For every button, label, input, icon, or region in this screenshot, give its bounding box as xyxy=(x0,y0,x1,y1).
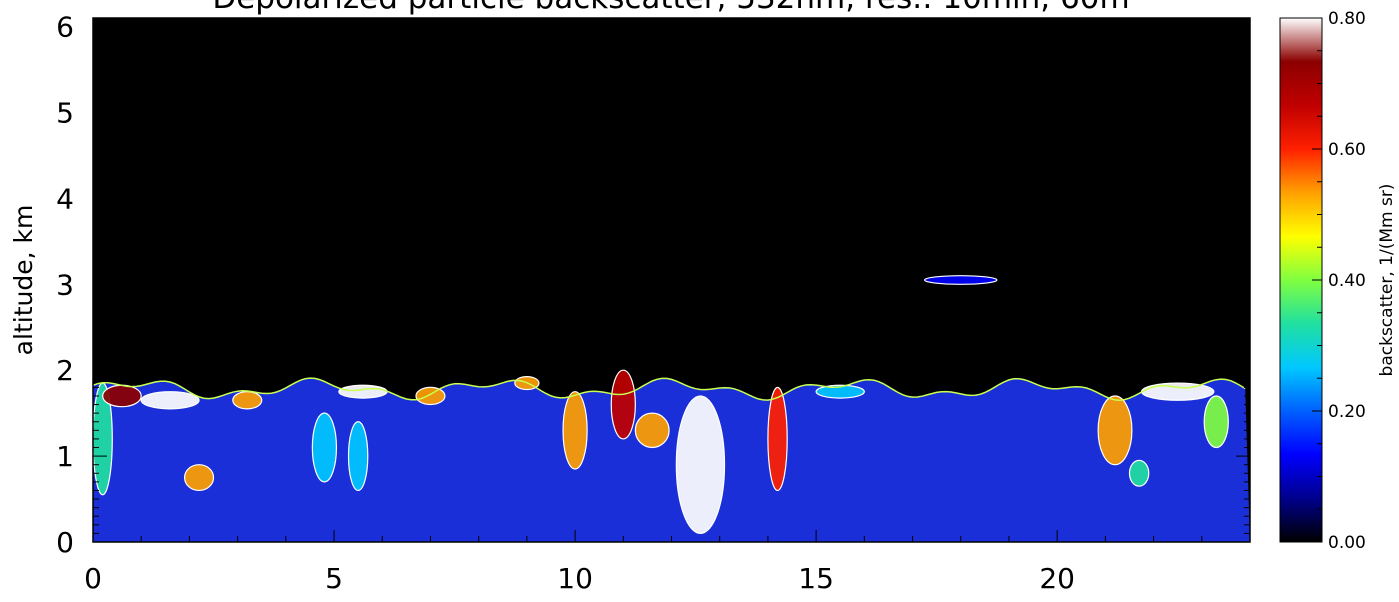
x-tick-label: 20 xyxy=(1039,562,1075,595)
cloud-cluster-20 xyxy=(1203,395,1229,449)
cloud-cluster-19 xyxy=(1140,382,1215,401)
cloud-cluster-13 xyxy=(675,395,726,535)
y-tick-label: 2 xyxy=(56,354,74,387)
boundary-layer-region xyxy=(93,378,1250,542)
cloud-cluster-3 xyxy=(183,464,215,492)
colorbar-tick-label: 0.20 xyxy=(1328,402,1366,422)
colorbar-tick-label: 0.60 xyxy=(1328,140,1366,160)
y-axis: 0 1 2 3 4 5 6 xyxy=(56,11,1250,559)
colorbar-tick-label: 0.80 xyxy=(1328,9,1366,29)
cloud-cluster-14 xyxy=(767,386,788,492)
cloud-cluster-16 xyxy=(923,275,998,285)
y-tick-label: 3 xyxy=(56,268,74,301)
y-axis-label: altitude, km xyxy=(9,205,38,356)
cloud-cluster-18 xyxy=(1128,459,1150,487)
colorbar-tick-label: 0.40 xyxy=(1328,271,1366,291)
cloud-cluster-6 xyxy=(338,384,388,399)
cloud-cluster-4 xyxy=(232,391,263,410)
cloud-cluster-8 xyxy=(415,386,446,406)
x-tick-label: 10 xyxy=(557,562,593,595)
y-tick-label: 4 xyxy=(56,182,74,215)
cloud-cluster-2 xyxy=(140,391,200,410)
cloud-cluster-7 xyxy=(347,421,369,492)
x-tick-label: 5 xyxy=(325,562,343,595)
x-tick-label: 0 xyxy=(84,562,102,595)
cloud-cluster-15 xyxy=(815,384,865,399)
cloud-cluster-1 xyxy=(102,384,142,408)
boundary-layer-top-line xyxy=(93,377,1246,401)
x-tick-label: 15 xyxy=(798,562,834,595)
y-tick-label: 6 xyxy=(56,11,74,44)
cloud-cluster-17 xyxy=(1097,395,1133,466)
colorbar-ticks: 0.00 0.20 0.40 0.60 0.80 xyxy=(1312,9,1366,553)
cloud-cluster-11 xyxy=(610,369,636,440)
plot-area xyxy=(93,18,1250,542)
chart-title: Depolarized particle backscatter, 532nm,… xyxy=(212,0,1129,16)
colorbar-tick-label: 0.00 xyxy=(1328,533,1366,553)
cloud-cluster-12 xyxy=(634,412,670,449)
colorbar: 0.00 0.20 0.40 0.60 0.80 backscatter, 1/(Mm … xyxy=(1279,9,1397,553)
x-axis: 0 5 10 15 20 xyxy=(84,18,1251,595)
cloud-cluster-10 xyxy=(562,391,588,470)
y-tick-label: 1 xyxy=(56,440,74,473)
cloud-cluster-5 xyxy=(311,412,338,483)
y-tick-label: 5 xyxy=(56,96,74,129)
colorbar-label: backscatter, 1/(Mm sr) xyxy=(1377,184,1397,377)
y-tick-label: 0 xyxy=(56,526,74,559)
